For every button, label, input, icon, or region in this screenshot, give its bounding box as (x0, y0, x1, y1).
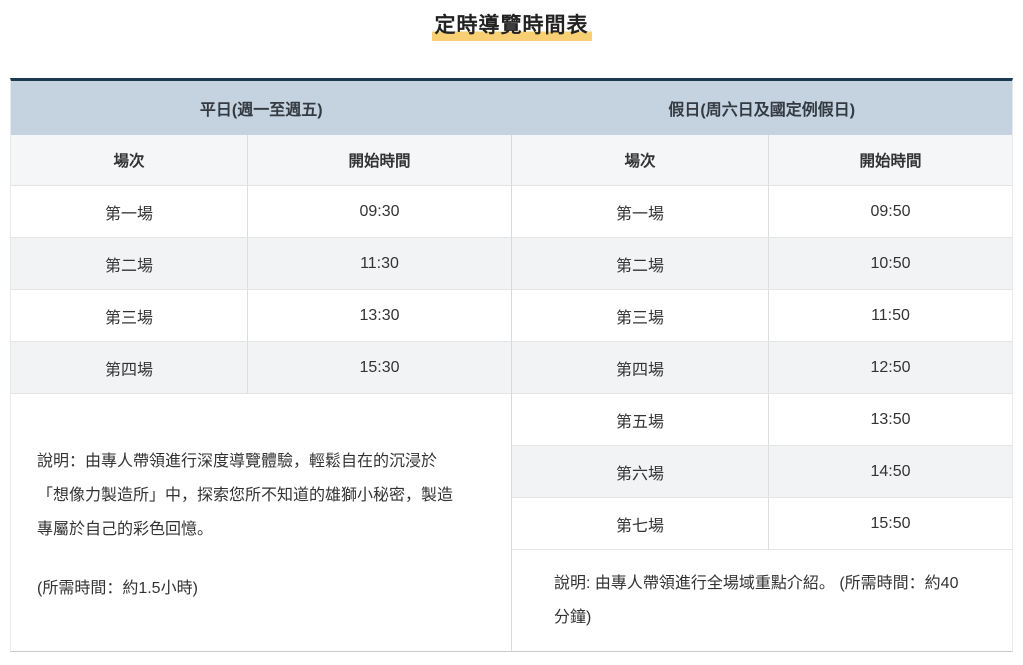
session-cell: 第二場 (11, 238, 248, 289)
description-line: 說明：由專人帶領進行深度導覽體驗，輕鬆自在的沉浸於 (37, 452, 438, 470)
weekday-description: 說明：由專人帶領進行深度導覽體驗，輕鬆自在的沉浸於 「想像力製造所」中，探索您所… (11, 393, 511, 651)
duration-note: (所需時間：約1.5小時) (37, 579, 198, 597)
description-line: 專屬於自己的彩色回憶。 (37, 520, 214, 538)
session-cell: 第六場 (512, 446, 769, 497)
table-row: 第三場 13:30 (11, 289, 511, 341)
time-cell: 15:30 (359, 358, 400, 376)
table-row: 第四場 12:50 (512, 341, 1012, 393)
session-cell: 第三場 (11, 290, 248, 341)
tour-schedule-table: 平日(週一至週五) 假日(周六日及國定例假日) 場次 開始時間 第一場 09:3… (10, 78, 1013, 652)
time-cell: 13:50 (870, 410, 911, 428)
weekday-panel: 場次 開始時間 第一場 09:30 第二場 11:30 第三場 13:30 第四… (11, 135, 511, 651)
weekday-subheader-row: 場次 開始時間 (11, 135, 511, 185)
page-title: 定時導覽時間表 (431, 13, 592, 42)
time-cell: 12:50 (870, 358, 911, 376)
table-row: 第一場 09:50 (512, 185, 1012, 237)
time-cell: 11:30 (360, 254, 399, 272)
session-column-header: 場次 (11, 135, 248, 185)
holiday-panel: 場次 開始時間 第一場 09:50 第二場 10:50 第三場 11:50 第四… (511, 135, 1012, 651)
holiday-description: 說明: 由專人帶領進行全場域重點介紹。 (所需時間：約40 分鐘) (512, 549, 1012, 651)
table-row: 第七場 15:50 (512, 497, 1012, 549)
holiday-subheader-row: 場次 開始時間 (512, 135, 1012, 185)
table-row: 第三場 11:50 (512, 289, 1012, 341)
time-column-header: 開始時間 (859, 153, 922, 170)
table-header-row: 平日(週一至週五) 假日(周六日及國定例假日) (11, 81, 1012, 135)
time-cell: 10:50 (870, 254, 911, 272)
session-cell: 第二場 (512, 238, 769, 289)
session-cell: 第三場 (512, 290, 769, 341)
session-cell: 第七場 (512, 498, 769, 549)
description-line: 「想像力製造所」中，探索您所不知道的雄獅小秘密，製造 (37, 486, 454, 504)
table-row: 第二場 10:50 (512, 237, 1012, 289)
table-body: 場次 開始時間 第一場 09:30 第二場 11:30 第三場 13:30 第四… (11, 135, 1012, 651)
session-cell: 第五場 (512, 394, 769, 445)
table-row: 第二場 11:30 (11, 237, 511, 289)
description-line: 分鐘) (554, 608, 592, 626)
session-cell: 第一場 (512, 186, 769, 237)
table-row: 第四場 15:30 (11, 341, 511, 393)
time-cell: 09:50 (870, 202, 911, 220)
holiday-header: 假日(周六日及國定例假日) (668, 102, 856, 119)
session-cell: 第四場 (11, 342, 248, 393)
table-row: 第五場 13:50 (512, 393, 1012, 445)
description-line: 說明: 由專人帶領進行全場域重點介紹。 (所需時間：約40 (554, 574, 959, 592)
session-cell: 第一場 (11, 186, 248, 237)
time-column-header: 開始時間 (348, 153, 411, 170)
session-cell: 第四場 (512, 342, 769, 393)
time-cell: 14:50 (870, 462, 911, 480)
table-row: 第一場 09:30 (11, 185, 511, 237)
time-cell: 09:30 (359, 202, 400, 220)
weekday-header: 平日(週一至週五) (199, 102, 323, 119)
time-cell: 11:50 (871, 306, 910, 324)
page-title-wrap: 定時導覽時間表 (0, 0, 1023, 42)
time-cell: 13:30 (359, 306, 400, 324)
time-cell: 15:50 (870, 514, 911, 532)
session-column-header: 場次 (512, 135, 769, 185)
table-row: 第六場 14:50 (512, 445, 1012, 497)
